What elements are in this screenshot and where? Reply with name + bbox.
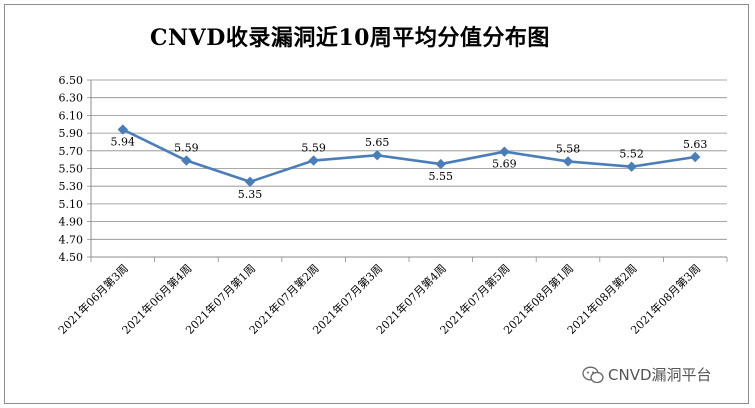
- data-label: 5.55: [429, 170, 454, 183]
- data-label: 5.69: [492, 158, 517, 171]
- x-tick-label: 2021年07月第4周: [373, 261, 449, 337]
- y-tick-label: 5.10: [59, 198, 84, 211]
- data-point-marker: [117, 124, 129, 135]
- data-point-marker: [435, 158, 447, 170]
- data-point-marker: [626, 161, 637, 172]
- x-tick-label: 2021年08月第3周: [628, 261, 704, 337]
- y-tick-label: 5.90: [59, 127, 84, 140]
- y-tick-label: 5.70: [59, 145, 84, 158]
- data-point-marker: [244, 176, 256, 187]
- data-label: 5.65: [365, 136, 390, 149]
- data-point-marker: [562, 156, 574, 167]
- y-tick-label: 6.10: [59, 109, 84, 122]
- x-tick-label: 2021年06月第4周: [119, 261, 195, 337]
- x-tick-label: 2021年06月第3周: [55, 261, 131, 337]
- data-point-marker: [689, 151, 701, 163]
- y-tick-label: 6.30: [59, 92, 84, 105]
- data-point-marker: [499, 146, 510, 157]
- x-tick-label: 2021年08月第1周: [500, 261, 576, 337]
- data-label: 5.59: [301, 142, 326, 155]
- y-tick-label: 4.50: [59, 251, 84, 264]
- data-point-marker: [308, 155, 319, 166]
- y-tick-label: 5.30: [59, 180, 84, 193]
- data-point-marker: [181, 155, 192, 166]
- y-tick-label: 4.90: [59, 216, 84, 229]
- series-line: [122, 128, 696, 184]
- wechat-icon: [582, 366, 604, 383]
- x-tick-label: 2021年07月第1周: [182, 261, 258, 337]
- x-tick-label: 2021年08月第2周: [564, 261, 640, 337]
- watermark-text: CNVD漏洞平台: [608, 366, 712, 384]
- data-point-marker: [371, 150, 383, 161]
- x-tick-label: 2021年07月第5周: [437, 261, 513, 337]
- watermark: CNVD漏洞平台: [582, 364, 712, 385]
- data-label: 5.63: [683, 138, 708, 151]
- x-tick-label: 2021年07月第3周: [310, 261, 386, 337]
- data-label: 5.94: [111, 136, 136, 149]
- y-tick-label: 5.50: [59, 163, 84, 176]
- x-tick-label: 2021年07月第2周: [246, 261, 322, 337]
- data-label: 5.59: [174, 142, 199, 155]
- data-label: 5.35: [238, 188, 263, 201]
- data-label: 5.52: [619, 148, 644, 161]
- data-label: 5.58: [556, 142, 581, 155]
- chart-title: CNVD收录漏洞近10周平均分值分布图: [150, 25, 550, 51]
- y-tick-label: 6.50: [59, 74, 84, 87]
- y-tick-label: 4.70: [59, 233, 84, 246]
